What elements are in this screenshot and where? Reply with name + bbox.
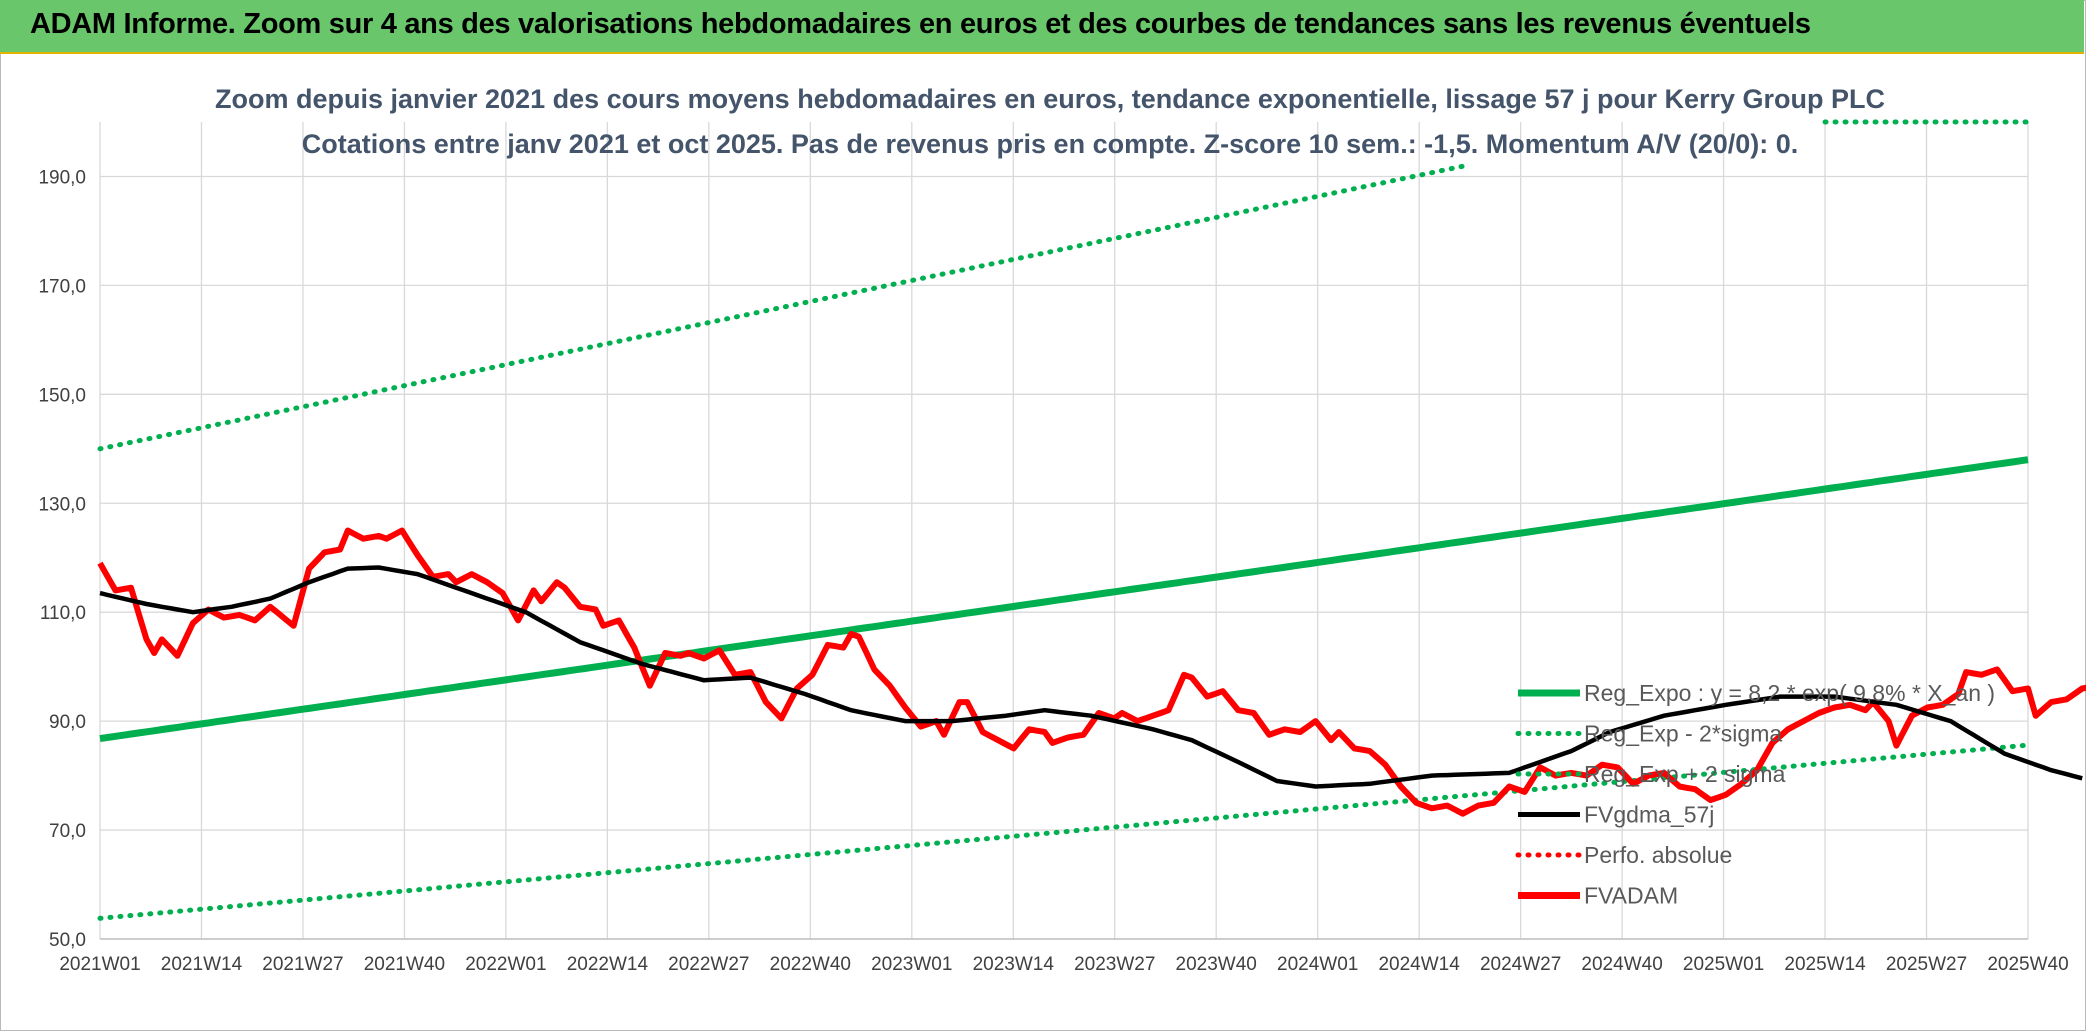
y-tick-label: 90,0	[49, 712, 86, 733]
series-reg-exp-minus-2sigma	[97, 742, 2031, 921]
x-tick-label: 2022W01	[465, 954, 546, 975]
y-tick-label: 170,0	[38, 276, 86, 297]
chart-title: Zoom depuis janvier 2021 des cours moyen…	[215, 84, 1885, 114]
x-tick-label: 2021W01	[59, 954, 140, 975]
legend: Reg_Expo : y = 8,2 * exp( 9,8% * X_an ) R…	[1515, 680, 1995, 909]
x-tick-label: 2023W27	[1074, 954, 1155, 975]
legend-label: FVADAM	[1584, 883, 1678, 909]
legend-label: Reg_Exp + 2 sigma	[1584, 761, 1786, 787]
x-tick-label: 2025W40	[1987, 954, 2068, 975]
x-tick-label: 2025W01	[1683, 954, 1764, 975]
legend-label: Reg_Expo : y = 8,2 * exp( 9,8% * X_an )	[1584, 680, 1995, 706]
y-tick-label: 50,0	[49, 930, 86, 951]
banner-title: ADAM Informe. Zoom sur 4 ans des valoris…	[30, 8, 1811, 40]
series-fvgdma-57j	[99, 565, 2083, 789]
x-tick-label: 2023W40	[1176, 954, 1257, 975]
y-tick-label: 70,0	[49, 821, 86, 842]
x-tick-label: 2021W14	[161, 954, 243, 975]
x-tick-label: 2023W14	[973, 954, 1055, 975]
y-tick-label: 190,0	[38, 167, 86, 188]
x-tick-label: 2021W27	[262, 954, 343, 975]
legend-label: FVgdma_57j	[1584, 802, 1714, 828]
x-tick-label: 2023W01	[871, 954, 952, 975]
x-tick-label: 2025W27	[1886, 954, 1967, 975]
x-tick-label: 2022W27	[668, 954, 749, 975]
y-tick-label: 110,0	[40, 603, 86, 624]
x-tick-label: 2024W14	[1378, 954, 1460, 975]
x-tick-label: 2024W27	[1480, 954, 1561, 975]
x-tick-label: 2025W14	[1784, 954, 1866, 975]
x-tick-label: 2024W01	[1277, 954, 1358, 975]
x-tick-label: 2022W14	[567, 954, 649, 975]
series-reg-expo	[99, 456, 2029, 743]
title-banner: ADAM Informe. Zoom sur 4 ans des valoris…	[0, 0, 2084, 54]
legend-label: Perfo. absolue	[1584, 842, 1732, 868]
series-reg-exp-plus-2sigma	[97, 163, 1469, 452]
legend-label: Reg_Exp - 2*sigma	[1584, 721, 1782, 747]
y-tick-label: 130,0	[38, 494, 86, 515]
y-tick-label: 150,0	[38, 385, 86, 406]
x-tick-label: 2021W40	[364, 954, 445, 975]
chart-subtitle: Cotations entre janv 2021 et oct 2025. P…	[302, 129, 1799, 159]
x-tick-label: 2024W40	[1581, 954, 1662, 975]
x-tick-label: 2022W40	[770, 954, 851, 975]
